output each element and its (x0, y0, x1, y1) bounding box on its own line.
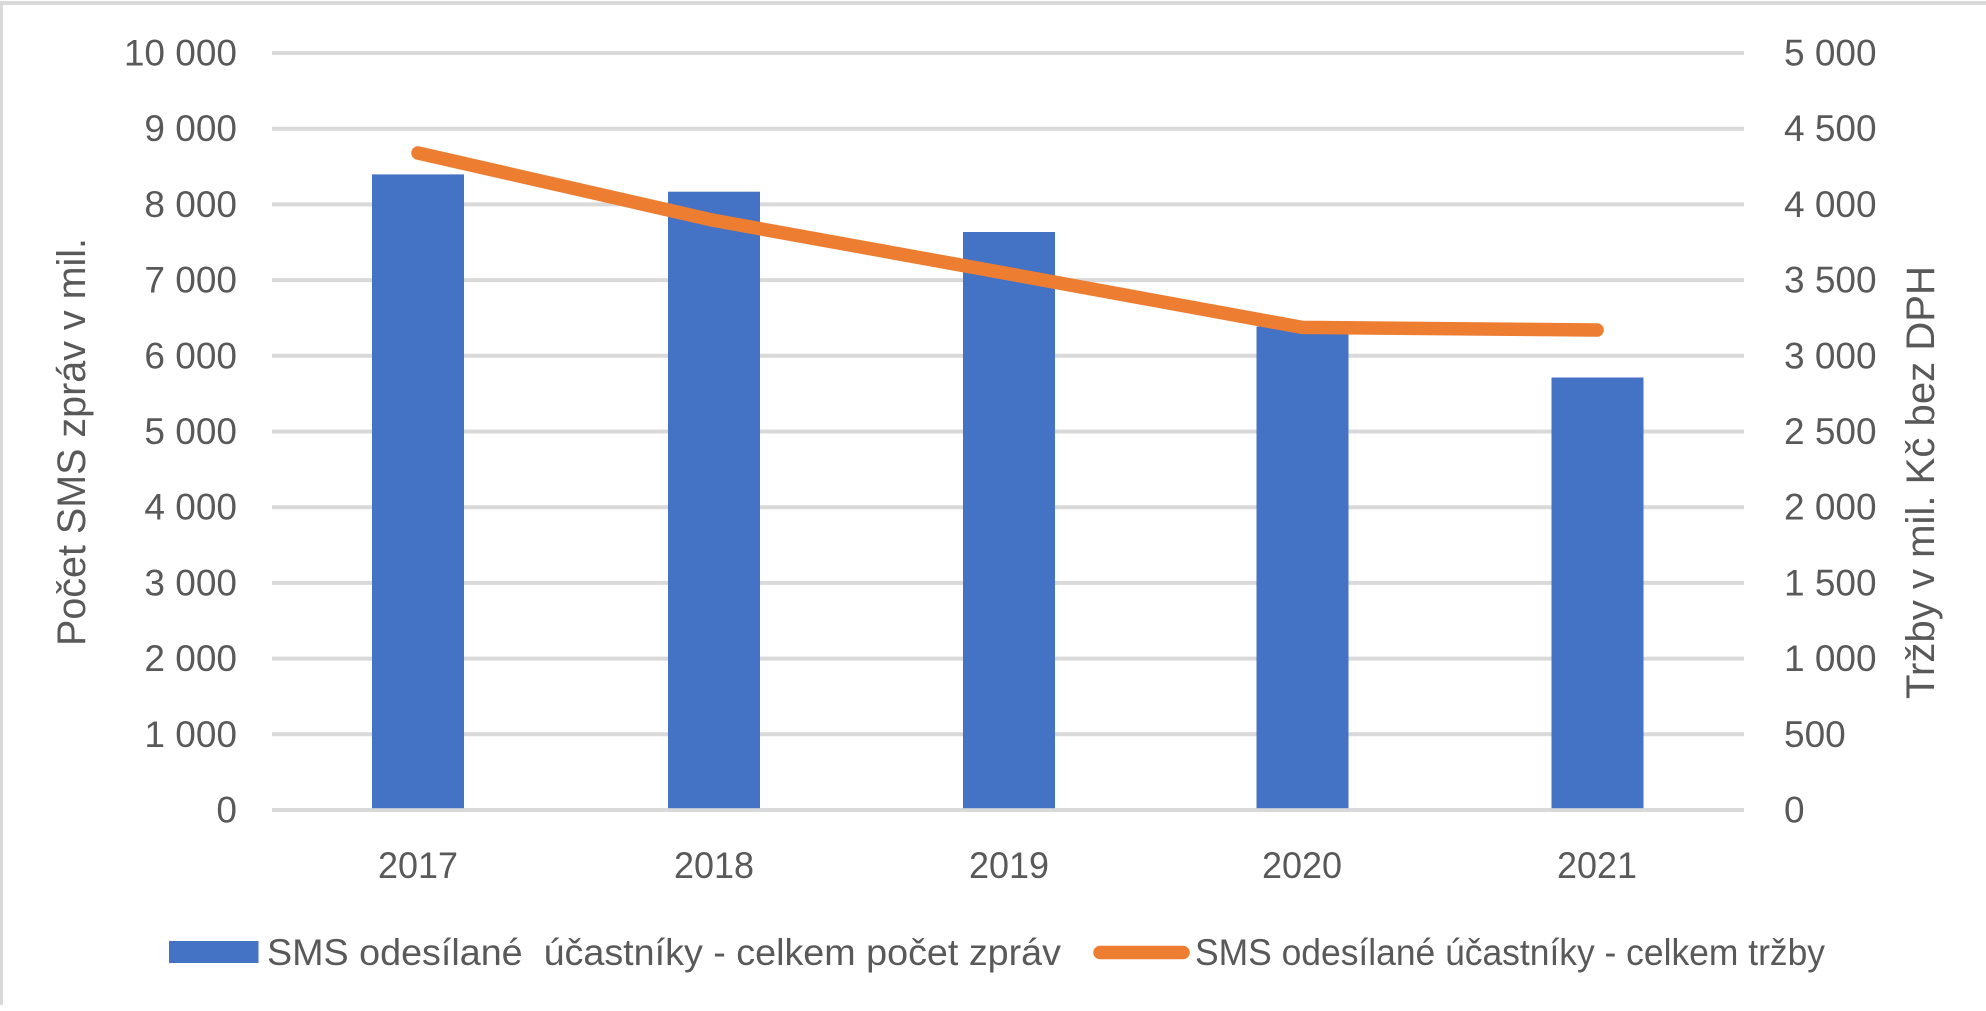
svg-text:0: 0 (1784, 790, 1805, 831)
svg-text:7 000: 7 000 (144, 260, 237, 301)
svg-text:10 000: 10 000 (124, 33, 237, 74)
svg-text:Tržby v mil. Kč bez DPH: Tržby v mil. Kč bez DPH (1899, 266, 1943, 699)
svg-text:500: 500 (1784, 714, 1846, 755)
svg-text:Počet SMS zpráv v mil.: Počet SMS zpráv v mil. (50, 238, 94, 646)
svg-text:SMS odesílané účastníky - celk: SMS odesílané účastníky - celkem tržby (1195, 932, 1825, 973)
svg-text:2020: 2020 (1262, 845, 1342, 886)
svg-text:5 000: 5 000 (1784, 33, 1877, 74)
svg-text:2 000: 2 000 (1784, 487, 1877, 528)
svg-text:1 500: 1 500 (1784, 562, 1877, 603)
svg-text:SMS odesílané účastníky - cel: SMS odesílané účastníky - celkem počet z… (267, 932, 1062, 973)
svg-text:3 000: 3 000 (144, 562, 237, 603)
svg-text:4 000: 4 000 (144, 487, 237, 528)
svg-text:2 500: 2 500 (1784, 411, 1877, 452)
svg-text:2017: 2017 (378, 845, 458, 886)
svg-text:1 000: 1 000 (1784, 638, 1877, 679)
svg-text:5 000: 5 000 (144, 411, 237, 452)
svg-text:2 000: 2 000 (144, 638, 237, 679)
svg-text:4 500: 4 500 (1784, 108, 1877, 149)
svg-text:1 000: 1 000 (144, 714, 237, 755)
svg-text:6 000: 6 000 (144, 335, 237, 376)
svg-text:0: 0 (216, 790, 237, 831)
svg-text:4 000: 4 000 (1784, 184, 1877, 225)
svg-text:9 000: 9 000 (144, 108, 237, 149)
svg-text:3 000: 3 000 (1784, 335, 1877, 376)
svg-text:8 000: 8 000 (144, 184, 237, 225)
svg-text:3 500: 3 500 (1784, 260, 1877, 301)
svg-text:2021: 2021 (1557, 845, 1637, 886)
svg-text:2019: 2019 (969, 845, 1049, 886)
svg-text:2018: 2018 (674, 845, 754, 886)
